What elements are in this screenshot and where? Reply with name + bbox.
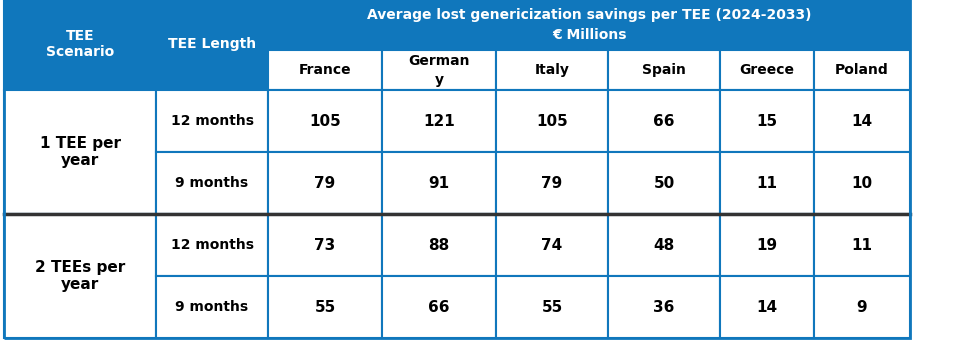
Text: 66: 66 [653, 114, 675, 129]
Bar [720, 152, 814, 214]
Bar [496, 276, 608, 338]
Bar [720, 50, 814, 90]
Bar [268, 214, 382, 276]
Bar [720, 214, 814, 276]
Text: TEE
Scenario: TEE Scenario [46, 29, 115, 59]
Text: 105: 105 [536, 114, 568, 129]
Bar [268, 0, 910, 50]
Bar [382, 90, 496, 152]
Text: 11: 11 [756, 175, 777, 190]
Bar [156, 90, 268, 152]
Bar [156, 0, 268, 90]
Text: 1 TEE per
year: 1 TEE per year [39, 136, 120, 168]
Text: 14: 14 [852, 114, 873, 129]
Bar [156, 152, 268, 214]
Text: 55: 55 [541, 300, 562, 315]
Text: 79: 79 [314, 175, 335, 190]
Text: 105: 105 [309, 114, 341, 129]
Text: y: y [435, 73, 443, 87]
Text: € Millions: € Millions [552, 29, 626, 42]
Text: 48: 48 [653, 238, 674, 253]
Text: 19: 19 [756, 238, 777, 253]
Text: 36: 36 [653, 300, 674, 315]
Bar [720, 90, 814, 152]
Bar [814, 276, 910, 338]
Bar [814, 152, 910, 214]
Bar [814, 214, 910, 276]
Bar [496, 214, 608, 276]
Bar [608, 152, 720, 214]
Bar [268, 50, 382, 90]
Text: 12 months: 12 months [171, 114, 253, 128]
Bar [382, 276, 496, 338]
Bar [496, 90, 608, 152]
Bar [382, 152, 496, 214]
Bar [496, 50, 608, 90]
Bar [720, 276, 814, 338]
Bar [496, 152, 608, 214]
Text: Greece: Greece [739, 63, 795, 77]
Bar [268, 90, 382, 152]
Bar [608, 276, 720, 338]
Text: 74: 74 [541, 238, 562, 253]
Text: 9 months: 9 months [176, 300, 248, 314]
Bar [4, 90, 156, 214]
Text: 9 months: 9 months [176, 176, 248, 190]
Text: 12 months: 12 months [171, 238, 253, 252]
Bar [814, 50, 910, 90]
Text: 91: 91 [429, 175, 450, 190]
Text: 121: 121 [423, 114, 455, 129]
Text: 73: 73 [314, 238, 335, 253]
Text: 88: 88 [429, 238, 450, 253]
Text: Italy: Italy [535, 63, 569, 77]
Bar [382, 214, 496, 276]
Text: German: German [408, 54, 470, 68]
Bar [608, 214, 720, 276]
Text: 55: 55 [314, 300, 335, 315]
Text: 2 TEEs per
year: 2 TEEs per year [35, 260, 125, 292]
Text: Spain: Spain [642, 63, 686, 77]
Bar [382, 50, 496, 90]
Text: France: France [299, 63, 351, 77]
Bar [268, 276, 382, 338]
Bar [814, 90, 910, 152]
Bar [608, 50, 720, 90]
Bar [4, 214, 156, 338]
Text: Average lost genericization savings per TEE (2024-2033): Average lost genericization savings per … [367, 7, 811, 22]
Bar [608, 90, 720, 152]
Text: 14: 14 [756, 300, 777, 315]
Bar [268, 152, 382, 214]
Bar [156, 214, 268, 276]
Text: 9: 9 [857, 300, 867, 315]
Bar [4, 0, 156, 90]
Text: 50: 50 [653, 175, 674, 190]
Text: 11: 11 [852, 238, 873, 253]
Text: Poland: Poland [835, 63, 889, 77]
Text: 79: 79 [541, 175, 562, 190]
Text: 10: 10 [852, 175, 873, 190]
Text: 66: 66 [428, 300, 450, 315]
Text: TEE Length: TEE Length [168, 37, 256, 51]
Bar [156, 276, 268, 338]
Text: 15: 15 [756, 114, 777, 129]
